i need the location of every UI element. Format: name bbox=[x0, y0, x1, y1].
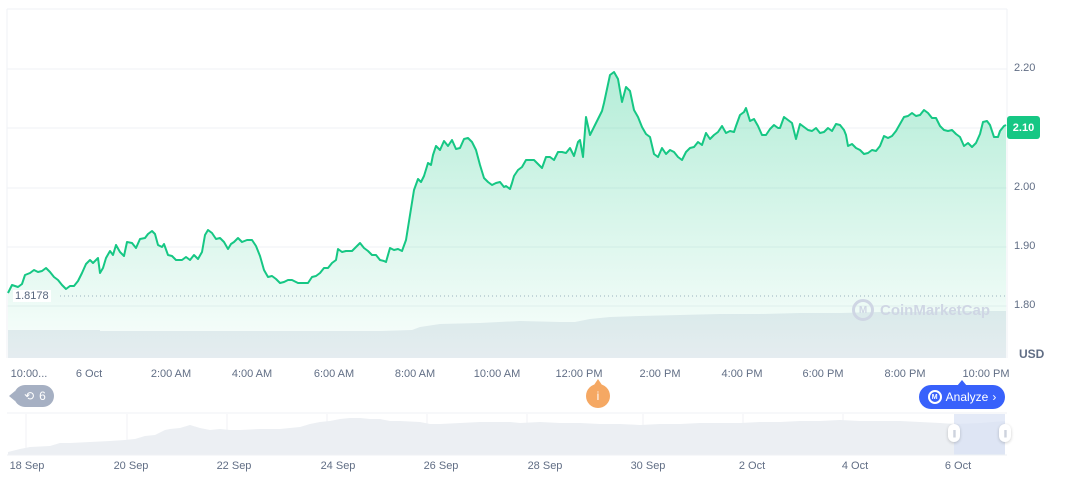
x-tick: 6 Oct bbox=[75, 368, 103, 380]
event-marker[interactable]: i bbox=[586, 379, 610, 408]
history-count: 6 bbox=[39, 389, 46, 403]
navigator-tick: 30 Sep bbox=[630, 460, 666, 472]
navigator-tick: 18 Sep bbox=[9, 460, 45, 472]
navigator-area bbox=[8, 418, 1005, 455]
y-tick-2-20: 2.20 bbox=[1014, 62, 1036, 74]
x-tick: 2:00 AM bbox=[150, 368, 192, 380]
x-tick: 8:00 PM bbox=[884, 368, 926, 380]
analyze-button[interactable]: M Analyze › bbox=[919, 380, 1005, 409]
navigator-tick: 24 Sep bbox=[320, 460, 356, 472]
y-tick-1-90: 1.90 bbox=[1014, 240, 1036, 252]
y-tick-1-80: 1.80 bbox=[1014, 299, 1036, 311]
history-clock-icon: ⟲ bbox=[24, 389, 35, 403]
y-tick-2-00: 2.00 bbox=[1014, 181, 1036, 193]
x-tick: 6:00 PM bbox=[802, 368, 844, 380]
coinmarketcap-logo-icon: M bbox=[852, 299, 874, 321]
coinmarketcap-logo-icon: M bbox=[927, 390, 942, 404]
navigator bbox=[7, 412, 1007, 456]
analyze-label: Analyze bbox=[945, 390, 989, 404]
history-badge[interactable]: ⟲ 6 bbox=[9, 385, 54, 407]
currency-unit: USD bbox=[1019, 347, 1045, 361]
price-area bbox=[8, 72, 1006, 358]
navigator-tick: 6 Oct bbox=[944, 460, 972, 472]
open-price-label: 1.8178 bbox=[13, 290, 51, 302]
watermark: M CoinMarketCap bbox=[852, 299, 990, 321]
current-price-tag: 2.10 bbox=[1007, 116, 1040, 139]
x-tick: 10:00 PM bbox=[962, 368, 1010, 380]
navigator-selection bbox=[954, 414, 1005, 455]
chevron-right-icon: › bbox=[992, 390, 997, 404]
navigator-tick: 20 Sep bbox=[113, 460, 149, 472]
x-tick: 10:00... bbox=[10, 368, 48, 380]
navigator-left-handle[interactable]: || bbox=[948, 424, 960, 442]
x-tick: 2:00 PM bbox=[639, 368, 681, 380]
x-tick: 4:00 AM bbox=[231, 368, 273, 380]
navigator-tick: 2 Oct bbox=[738, 460, 766, 472]
price-line bbox=[7, 71, 1007, 294]
navigator-right-handle[interactable]: || bbox=[999, 424, 1011, 442]
x-tick: 6:00 AM bbox=[313, 368, 355, 380]
navigator-tick: 4 Oct bbox=[841, 460, 869, 472]
x-tick: 10:00 AM bbox=[473, 368, 521, 380]
x-tick: 12:00 PM bbox=[555, 368, 603, 380]
x-tick: 8:00 AM bbox=[394, 368, 436, 380]
info-icon: i bbox=[596, 389, 600, 403]
x-tick: 4:00 PM bbox=[721, 368, 763, 380]
watermark-text: CoinMarketCap bbox=[880, 301, 991, 319]
navigator-tick: 26 Sep bbox=[423, 460, 459, 472]
navigator-tick: 28 Sep bbox=[527, 460, 563, 472]
navigator-tick: 22 Sep bbox=[216, 460, 252, 472]
